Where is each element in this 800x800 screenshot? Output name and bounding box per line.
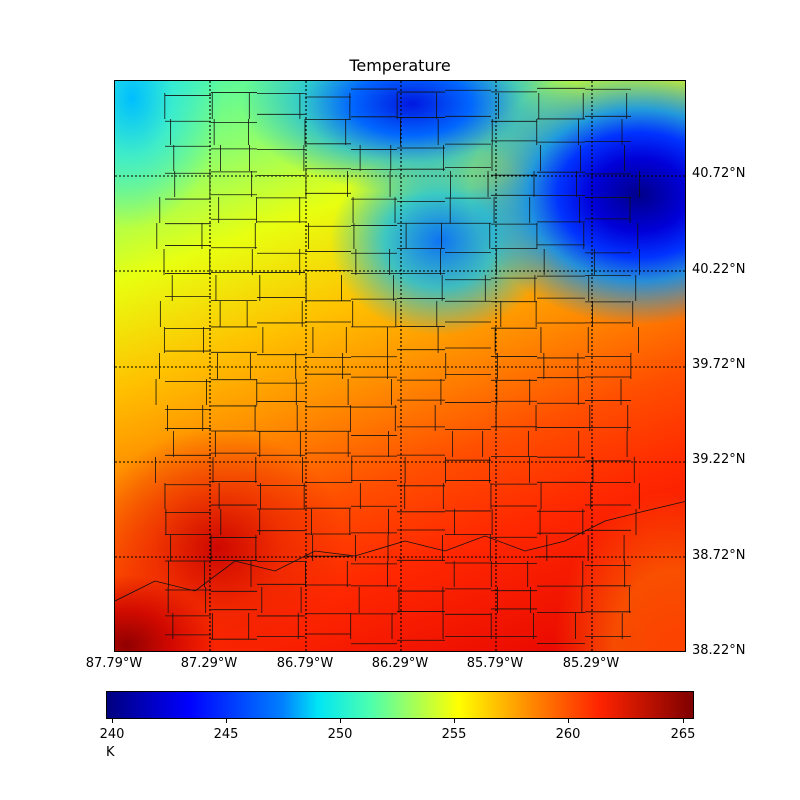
colorbar-tick-255 bbox=[454, 719, 455, 723]
figure-title: Temperature bbox=[349, 56, 451, 75]
lat-label-1: 40.72°N bbox=[692, 166, 746, 181]
colorbar-label-265: 265 bbox=[670, 727, 696, 742]
temperature-map bbox=[114, 80, 686, 652]
colorbar-tick-240 bbox=[112, 719, 113, 723]
lat-label-5: 38.72°N bbox=[692, 548, 746, 563]
colorbar-label-250: 250 bbox=[327, 727, 353, 742]
colorbar-label-255: 255 bbox=[441, 727, 467, 742]
colorbar-tick-245 bbox=[226, 719, 227, 723]
lon-label-5: 85.79°W bbox=[466, 656, 524, 671]
colorbar-tick-265 bbox=[683, 719, 684, 723]
lon-label-2: 87.29°W bbox=[180, 656, 238, 671]
colorbar-label-245: 245 bbox=[213, 727, 239, 742]
colorbar-tick-260 bbox=[568, 719, 569, 723]
lat-label-6: 38.22°N bbox=[692, 643, 746, 658]
county-boundaries bbox=[115, 81, 685, 651]
lon-label-4: 86.29°W bbox=[371, 656, 429, 671]
lon-label-3: 86.79°W bbox=[276, 656, 334, 671]
colorbar-unit: K bbox=[106, 745, 115, 760]
lon-label-6: 85.29°W bbox=[562, 656, 620, 671]
colorbar-tick-250 bbox=[340, 719, 341, 723]
river-boundary bbox=[115, 501, 685, 602]
lat-label-2: 40.22°N bbox=[692, 262, 746, 277]
colorbar-label-240: 240 bbox=[99, 727, 125, 742]
colorbar bbox=[106, 691, 694, 719]
colorbar-label-260: 260 bbox=[555, 727, 581, 742]
lat-label-3: 39.72°N bbox=[692, 357, 746, 372]
lat-label-4: 39.22°N bbox=[692, 452, 746, 467]
lon-label-1: 87.79°W bbox=[85, 656, 143, 671]
